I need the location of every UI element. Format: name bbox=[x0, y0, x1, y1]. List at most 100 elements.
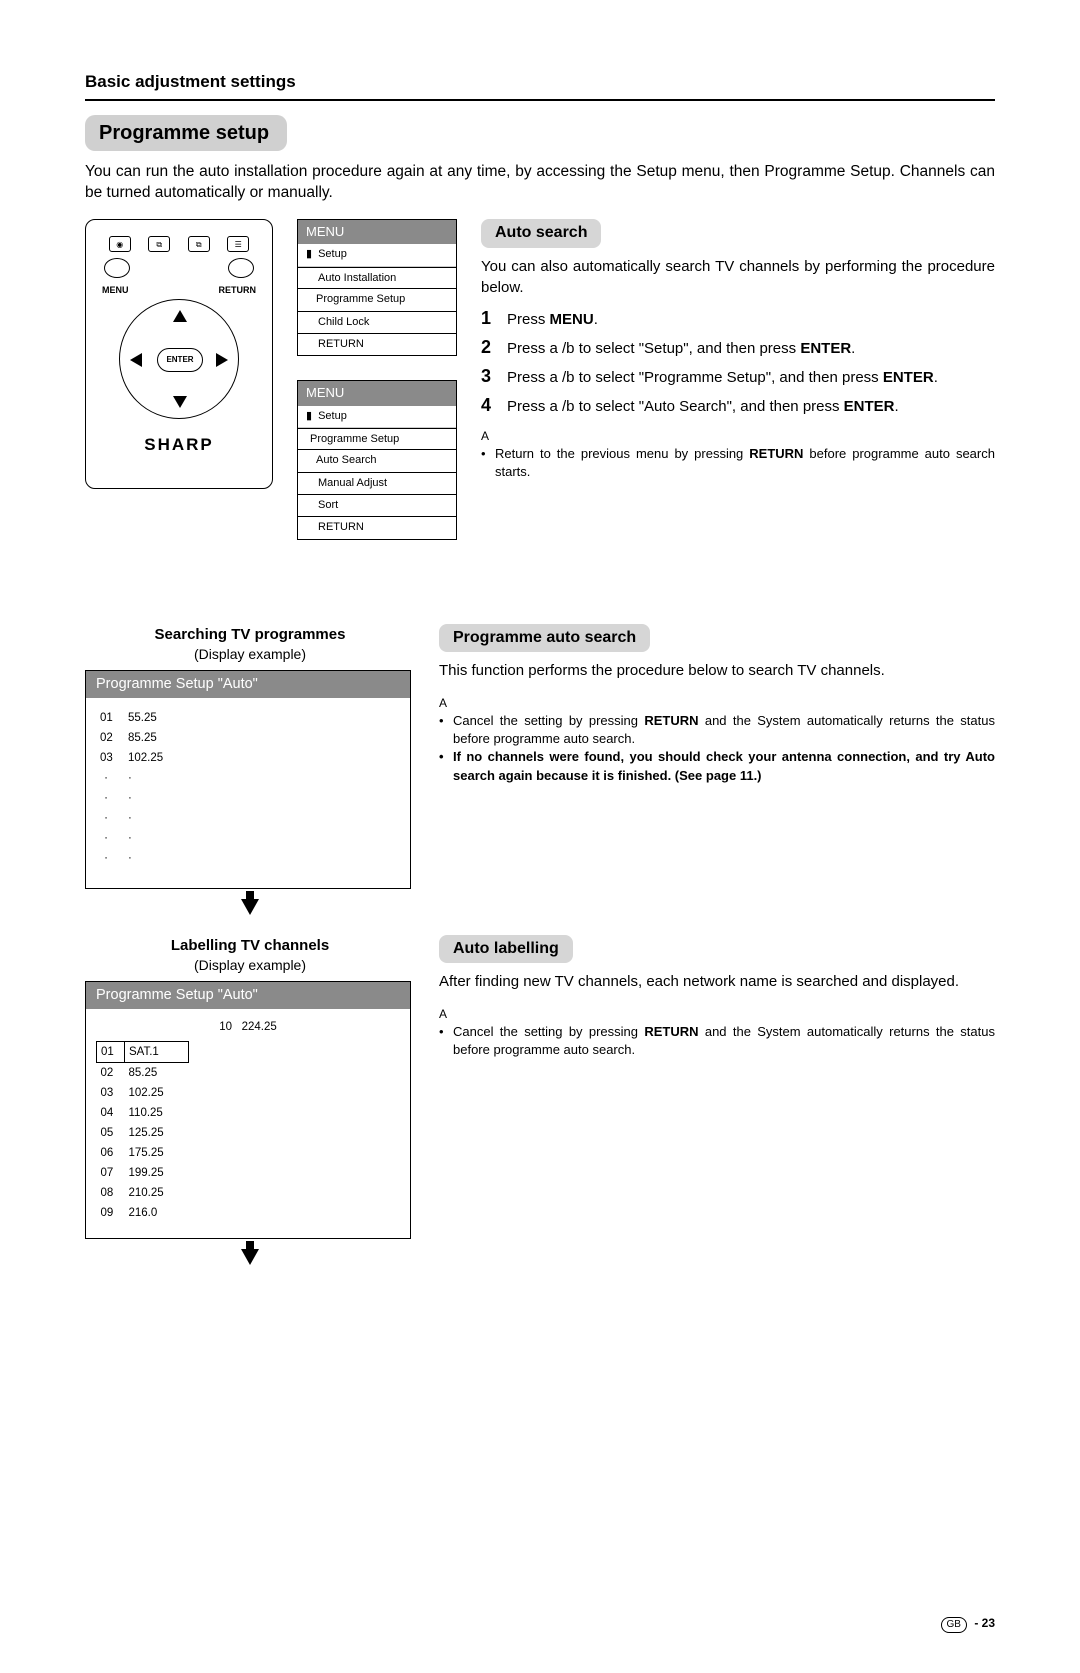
step: 2 Press a /b to select "Setup", and then… bbox=[481, 335, 995, 360]
menu1-setup-row: ▮ Setup bbox=[298, 244, 456, 266]
table-row-dots: ·· bbox=[96, 828, 188, 848]
setup-icon: ▮ bbox=[306, 409, 312, 424]
auto-search-lead: You can also automatically search TV cha… bbox=[481, 256, 995, 298]
labelling-box-title: Programme Setup "Auto" bbox=[86, 982, 410, 1008]
menu2-item: Sort bbox=[298, 494, 456, 516]
intro-text: You can run the auto installation proced… bbox=[85, 161, 995, 204]
auto-search-note: Return to the previous menu by pressing … bbox=[481, 445, 995, 481]
menu1-title: MENU bbox=[298, 220, 456, 244]
remote-btn-3: ⧉ bbox=[188, 236, 210, 252]
auto-label-heading: Auto labelling bbox=[439, 935, 573, 963]
step-num: 2 bbox=[481, 335, 497, 360]
pas-block: Programme auto search This function perf… bbox=[439, 624, 995, 785]
table-row: 03102.25 bbox=[96, 748, 188, 768]
pas-lead: This function performs the procedure bel… bbox=[439, 660, 995, 681]
setup-icon: ▮ bbox=[306, 247, 312, 262]
footer-page: - 23 bbox=[971, 1616, 995, 1630]
dpad-left-icon bbox=[130, 353, 142, 367]
step-text: Press a /b to select "Programme Setup", … bbox=[507, 367, 995, 388]
dpad-right-icon bbox=[216, 353, 228, 367]
menu1-item: Programme Setup bbox=[297, 288, 457, 311]
table-row-dots: ·· bbox=[96, 848, 188, 868]
labelling-top-row: 10 224.25 bbox=[96, 1019, 400, 1035]
menu2-sub: Programme Setup bbox=[298, 428, 456, 450]
table-row-dots: ·· bbox=[96, 768, 188, 788]
menu-box-1: MENU ▮ Setup Auto InstallationProgramme … bbox=[297, 219, 457, 356]
table-row-dots: ·· bbox=[96, 808, 188, 828]
table-row: 06175.25 bbox=[97, 1143, 189, 1163]
remote-enter-label: ENTER bbox=[157, 348, 203, 372]
menu-box-2: MENU ▮ Setup Programme Setup Auto Search… bbox=[297, 380, 457, 540]
searching-heading: Searching TV programmes bbox=[85, 624, 415, 645]
table-row: 0155.25 bbox=[96, 708, 188, 728]
pas-heading: Programme auto search bbox=[439, 624, 650, 652]
section-rule bbox=[85, 99, 995, 101]
step-num: 4 bbox=[481, 393, 497, 418]
page-title: Programme setup bbox=[85, 115, 287, 151]
menu1-item: RETURN bbox=[298, 333, 456, 355]
menu2-item: RETURN bbox=[298, 516, 456, 538]
menu1-item: Auto Installation bbox=[298, 267, 456, 289]
remote-return-label: RETURN bbox=[219, 284, 257, 297]
table-row: 01SAT.1 bbox=[97, 1041, 189, 1062]
remote-btn-4: ☰ bbox=[227, 236, 249, 252]
dpad-down-icon bbox=[173, 396, 187, 408]
remote-oval-left bbox=[104, 258, 130, 278]
menu1-item: Child Lock bbox=[298, 311, 456, 333]
step-num: 3 bbox=[481, 364, 497, 389]
auto-label-note-hd: A bbox=[439, 1006, 995, 1023]
auto-label-block: Auto labelling After finding new TV chan… bbox=[439, 935, 995, 1060]
step-text: Press a /b to select "Auto Search", and … bbox=[507, 396, 995, 417]
remote-btn-2: ⧉ bbox=[148, 236, 170, 252]
labelling-table: 01SAT.10285.2503102.2504110.2505125.2506… bbox=[96, 1041, 189, 1224]
remote-oval-right bbox=[228, 258, 254, 278]
searching-box-title: Programme Setup "Auto" bbox=[86, 671, 410, 697]
arrow-down-icon bbox=[241, 899, 259, 915]
arrow-down-icon bbox=[241, 1249, 259, 1265]
dpad-up-icon bbox=[173, 310, 187, 322]
table-row: 08210.25 bbox=[97, 1183, 189, 1203]
footer-gb: GB bbox=[941, 1617, 967, 1633]
table-row: 0285.25 bbox=[96, 728, 188, 748]
section-label: Basic adjustment settings bbox=[85, 70, 995, 94]
pas-note-2: If no channels were found, you should ch… bbox=[439, 748, 995, 784]
auto-search-note-hd: A bbox=[481, 428, 995, 445]
menu-column: MENU ▮ Setup Auto InstallationProgramme … bbox=[297, 219, 457, 564]
menu2-item: Manual Adjust bbox=[298, 472, 456, 494]
step: 1 Press MENU. bbox=[481, 306, 995, 331]
searching-block: Searching TV programmes (Display example… bbox=[85, 624, 415, 925]
table-row: 04110.25 bbox=[97, 1103, 189, 1123]
searching-table: 0155.250285.2503102.25·········· bbox=[96, 708, 188, 869]
pas-note-1: Cancel the setting by pressing RETURN an… bbox=[439, 712, 995, 748]
remote-brand: SHARP bbox=[96, 433, 262, 457]
step: 3 Press a /b to select "Programme Setup"… bbox=[481, 364, 995, 389]
labelling-caption: (Display example) bbox=[85, 956, 415, 976]
step-num: 1 bbox=[481, 306, 497, 331]
menu2-title: MENU bbox=[298, 381, 456, 405]
remote-btn-1: ◉ bbox=[109, 236, 131, 252]
remote-menu-label: MENU bbox=[102, 284, 129, 297]
menu2-setup-row: ▮ Setup bbox=[298, 406, 456, 428]
auto-label-note: Cancel the setting by pressing RETURN an… bbox=[439, 1023, 995, 1059]
step-text: Press MENU. bbox=[507, 309, 995, 330]
searching-caption: (Display example) bbox=[85, 645, 415, 665]
auto-label-lead: After finding new TV channels, each netw… bbox=[439, 971, 995, 992]
menu2-item: Auto Search bbox=[297, 449, 457, 472]
pas-note-hd: A bbox=[439, 695, 995, 712]
auto-search-heading: Auto search bbox=[481, 219, 601, 247]
labelling-block: Labelling TV channels (Display example) … bbox=[85, 935, 415, 1275]
remote-diagram: ◉ ⧉ ⧉ ☰ MENU RETURN ENTER SHARP bbox=[85, 219, 273, 489]
labelling-heading: Labelling TV channels bbox=[85, 935, 415, 956]
page-footer: GB - 23 bbox=[85, 1615, 995, 1633]
menu2-setup: Setup bbox=[318, 409, 347, 424]
table-row-dots: ·· bbox=[96, 788, 188, 808]
table-row: 09216.0 bbox=[97, 1203, 189, 1223]
table-row: 07199.25 bbox=[97, 1163, 189, 1183]
table-row: 05125.25 bbox=[97, 1123, 189, 1143]
table-row: 03102.25 bbox=[97, 1083, 189, 1103]
step-text: Press a /b to select "Setup", and then p… bbox=[507, 338, 995, 359]
table-row: 0285.25 bbox=[97, 1062, 189, 1083]
remote-dpad: ENTER bbox=[119, 299, 239, 419]
step: 4 Press a /b to select "Auto Search", an… bbox=[481, 393, 995, 418]
menu1-setup: Setup bbox=[318, 247, 347, 262]
